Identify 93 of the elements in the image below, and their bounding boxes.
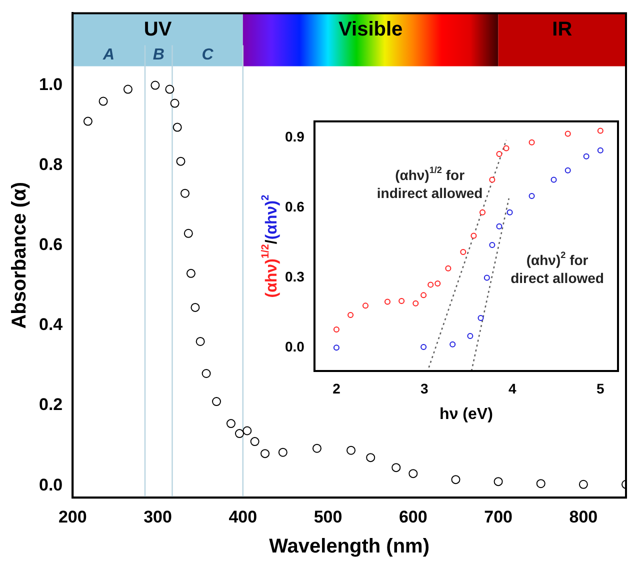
point	[503, 145, 510, 152]
point	[196, 336, 205, 346]
point	[190, 302, 200, 312]
point	[172, 122, 182, 132]
point	[597, 128, 604, 134]
point	[420, 292, 427, 298]
annotation: A	[102, 46, 115, 64]
point	[506, 209, 513, 216]
point	[564, 130, 571, 137]
annotation: C	[202, 46, 214, 64]
point	[550, 176, 557, 183]
point	[186, 268, 196, 278]
y-tick-label: 0.6	[38, 235, 63, 254]
x-tick-label: 200	[58, 507, 87, 526]
point	[460, 249, 466, 256]
point	[398, 298, 405, 304]
point	[150, 80, 160, 90]
point	[528, 193, 535, 200]
point	[470, 232, 477, 239]
x-tick-label: 600	[398, 507, 428, 526]
point	[434, 280, 441, 287]
point	[496, 151, 502, 158]
y-tick-label: 1.0	[38, 74, 63, 94]
point	[420, 344, 427, 350]
y-axis-title: Absorbance (α)	[8, 182, 31, 329]
x-tick-label: 800	[569, 507, 598, 526]
point	[494, 477, 503, 486]
band-label: IR	[552, 18, 573, 41]
x-tick-label: 500	[314, 507, 342, 526]
point	[480, 209, 486, 216]
point	[366, 453, 376, 462]
y-tick-label: 0.8	[38, 155, 63, 174]
band-label: UV	[144, 18, 172, 41]
point	[578, 480, 588, 489]
annotation: B	[152, 46, 164, 64]
x-axis-title: hν (eV)	[440, 406, 493, 423]
point	[250, 437, 260, 446]
y-tick-label: 0.0	[38, 475, 63, 494]
point	[384, 298, 390, 305]
point	[451, 475, 460, 484]
point	[445, 265, 452, 272]
point	[333, 326, 340, 332]
point	[478, 315, 484, 322]
x-tick-label: 300	[144, 507, 172, 526]
point	[98, 96, 108, 106]
point	[202, 369, 211, 378]
x-tick-label: 2	[332, 380, 341, 396]
x-axis-title: Wavelength (nm)	[269, 536, 430, 558]
y-tick-label: 0.9	[284, 128, 305, 145]
point	[536, 479, 546, 488]
y-tick-label: 0.3	[284, 268, 305, 285]
point	[333, 344, 340, 351]
point	[312, 444, 322, 453]
x-tick-label: 700	[484, 507, 512, 526]
x-tick-label: 400	[228, 507, 258, 526]
point	[176, 156, 186, 166]
point	[170, 98, 180, 108]
point	[123, 84, 132, 94]
point	[412, 300, 419, 306]
point	[242, 426, 252, 436]
x-tick-label: 3	[420, 380, 429, 396]
y-tick-label: 0.0	[284, 338, 305, 355]
point	[450, 341, 456, 348]
point	[226, 419, 236, 428]
point	[260, 449, 270, 458]
point	[348, 312, 354, 318]
point	[489, 242, 496, 248]
y-axis-title: (αhν)1/2/(αhν)2	[260, 194, 280, 298]
point	[165, 84, 174, 94]
point	[180, 188, 190, 198]
point	[83, 116, 92, 126]
y-tick-label: 0.2	[38, 395, 63, 414]
y-tick-label: 0.4	[38, 315, 64, 334]
x-tick-label: 4	[508, 380, 517, 396]
point	[212, 397, 222, 406]
point	[278, 448, 288, 457]
point	[184, 228, 193, 238]
point	[597, 147, 604, 154]
point	[362, 302, 368, 309]
x-tick-label: 5	[596, 380, 605, 396]
point	[234, 429, 244, 438]
point	[484, 274, 490, 281]
point	[583, 153, 590, 160]
point	[428, 282, 434, 288]
point	[528, 139, 535, 146]
point	[564, 167, 571, 174]
point	[489, 176, 496, 183]
point	[408, 469, 418, 478]
point	[392, 463, 401, 472]
point	[496, 223, 502, 230]
point	[346, 446, 356, 455]
point	[467, 333, 474, 340]
y-tick-label: 0.6	[284, 198, 305, 215]
